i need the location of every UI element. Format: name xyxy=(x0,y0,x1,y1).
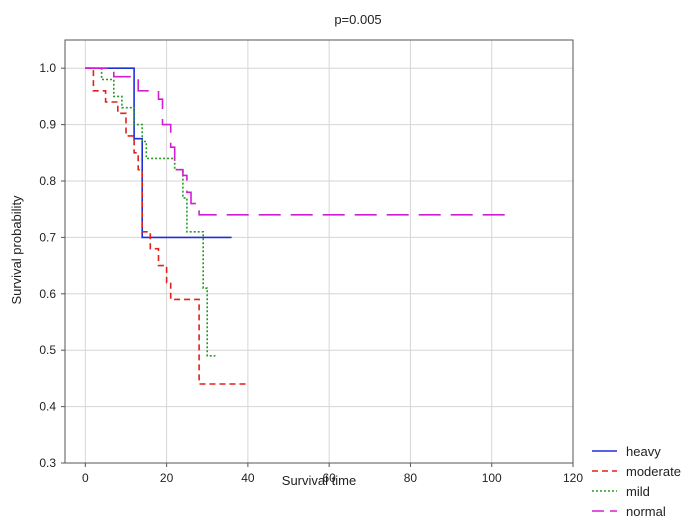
x-tick-label: 100 xyxy=(482,471,502,485)
y-tick-label: 0.5 xyxy=(39,343,56,357)
y-tick-label: 0.3 xyxy=(39,456,56,470)
x-tick-label: 80 xyxy=(404,471,418,485)
legend-label-normal: normal xyxy=(626,504,666,519)
y-tick-label: 0.9 xyxy=(39,118,56,132)
series-line-heavy xyxy=(85,67,232,239)
series-line-normal xyxy=(85,67,512,216)
x-tick-label: 40 xyxy=(241,471,255,485)
y-tick-label: 0.6 xyxy=(39,287,56,301)
grid xyxy=(65,40,574,464)
x-tick-label: 120 xyxy=(563,471,583,485)
x-tick-label: 0 xyxy=(82,471,89,485)
chart-title: p=0.005 xyxy=(334,12,381,27)
y-tick-label: 0.7 xyxy=(39,230,56,244)
legend-label-mild: mild xyxy=(626,484,650,499)
x-axis-title: Survival time xyxy=(282,473,356,488)
series-line-moderate xyxy=(85,67,248,385)
axis-ticks: 0 20 40 60 80 100 120 0.3 0.4 0.5 0.6 0.7 0.8 0.9 1.0 xyxy=(39,61,583,485)
series-lines xyxy=(85,67,512,385)
y-tick-label: 0.4 xyxy=(39,400,56,414)
y-tick-label: 0.8 xyxy=(39,174,56,188)
plot-area xyxy=(64,39,574,464)
legend-label-heavy: heavy xyxy=(626,444,661,459)
legend: heavy moderate mild normal xyxy=(592,444,681,519)
series-line-mild xyxy=(85,67,216,357)
y-tick-label: 1.0 xyxy=(39,61,56,75)
x-tick-label: 60 xyxy=(322,471,336,485)
x-tick-label: 20 xyxy=(160,471,174,485)
y-axis-title: Survival probability xyxy=(9,195,24,305)
legend-label-moderate: moderate xyxy=(626,464,681,479)
